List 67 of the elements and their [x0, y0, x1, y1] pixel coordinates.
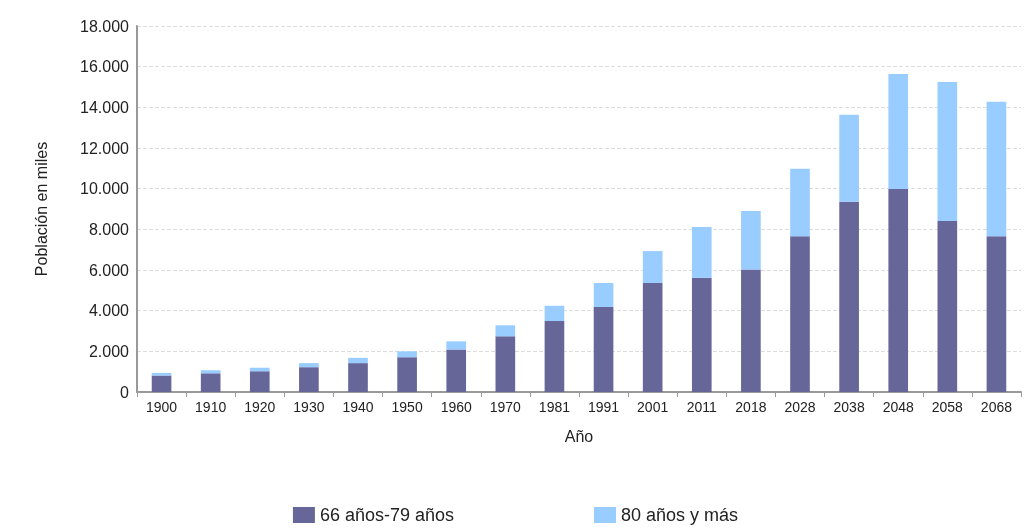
bar — [888, 189, 909, 392]
bar — [937, 221, 958, 392]
bar — [544, 305, 565, 322]
bar — [790, 236, 810, 392]
y-tick-label: 14.000 — [80, 98, 130, 116]
bar — [299, 367, 319, 392]
bar — [397, 357, 417, 392]
y-axis-title: Población en miles — [32, 141, 50, 277]
bar — [839, 114, 859, 202]
bar — [839, 201, 859, 392]
y-tick-label: 8.000 — [88, 220, 130, 238]
x-tick-label: 1900 — [145, 399, 178, 415]
x-tick-label: 1970 — [489, 399, 522, 415]
x-tick-label: 1920 — [244, 399, 276, 415]
x-axis-title: Año — [564, 427, 594, 445]
x-tick-label: 2028 — [784, 399, 816, 415]
bar — [200, 373, 221, 392]
bar — [299, 363, 319, 368]
y-tick-label: 10.000 — [80, 180, 130, 198]
bar — [593, 283, 614, 308]
x-tick-label: 2058 — [931, 399, 964, 415]
x-tick-label: 1930 — [293, 399, 325, 415]
bar — [593, 307, 614, 392]
bar — [790, 168, 810, 237]
y-tick-label: 12.000 — [80, 139, 130, 157]
bar — [151, 372, 172, 376]
bar — [642, 251, 663, 284]
x-tick-label: 2001 — [637, 399, 669, 415]
bar — [888, 73, 909, 190]
bar — [446, 341, 467, 350]
x-tick-label: 1910 — [195, 399, 227, 415]
bar — [348, 363, 368, 392]
bar — [741, 211, 761, 270]
bar — [348, 357, 368, 364]
legend-label: 66 años-79 años — [319, 505, 455, 525]
x-tick-label: 2018 — [735, 399, 767, 415]
x-tick-label: 1950 — [391, 399, 423, 415]
y-tick-label: 16.000 — [80, 58, 130, 76]
bar — [397, 351, 417, 358]
bar — [200, 370, 221, 374]
y-tick-label: 18.000 — [80, 17, 130, 35]
x-tick-label: 2068 — [980, 399, 1013, 415]
bar — [544, 321, 565, 392]
x-tick-label: 2011 — [686, 399, 718, 415]
x-tick-label: 2048 — [882, 399, 914, 415]
bar — [986, 101, 1007, 237]
x-tick-label: 1940 — [342, 399, 374, 415]
bar — [986, 236, 1007, 392]
y-tick-label: 2.000 — [88, 342, 130, 360]
bar — [642, 283, 663, 392]
bar — [937, 81, 958, 221]
bar — [495, 336, 516, 392]
x-tick-label: 1981 — [538, 399, 571, 415]
bar — [151, 375, 172, 392]
x-tick-label: 2038 — [833, 399, 865, 415]
bar — [249, 371, 270, 392]
bar — [691, 227, 712, 278]
y-tick-label: 4.000 — [88, 302, 130, 320]
x-tick-label: 1991 — [587, 399, 620, 415]
x-tick-label: 1960 — [440, 399, 472, 415]
y-tick-label: 6.000 — [88, 261, 130, 279]
bar — [495, 325, 516, 337]
bar — [741, 269, 761, 392]
bar — [446, 349, 467, 392]
y-tick-label: 0 — [120, 383, 130, 401]
bar — [691, 277, 712, 392]
legend-label: 80 años y más — [621, 505, 739, 525]
